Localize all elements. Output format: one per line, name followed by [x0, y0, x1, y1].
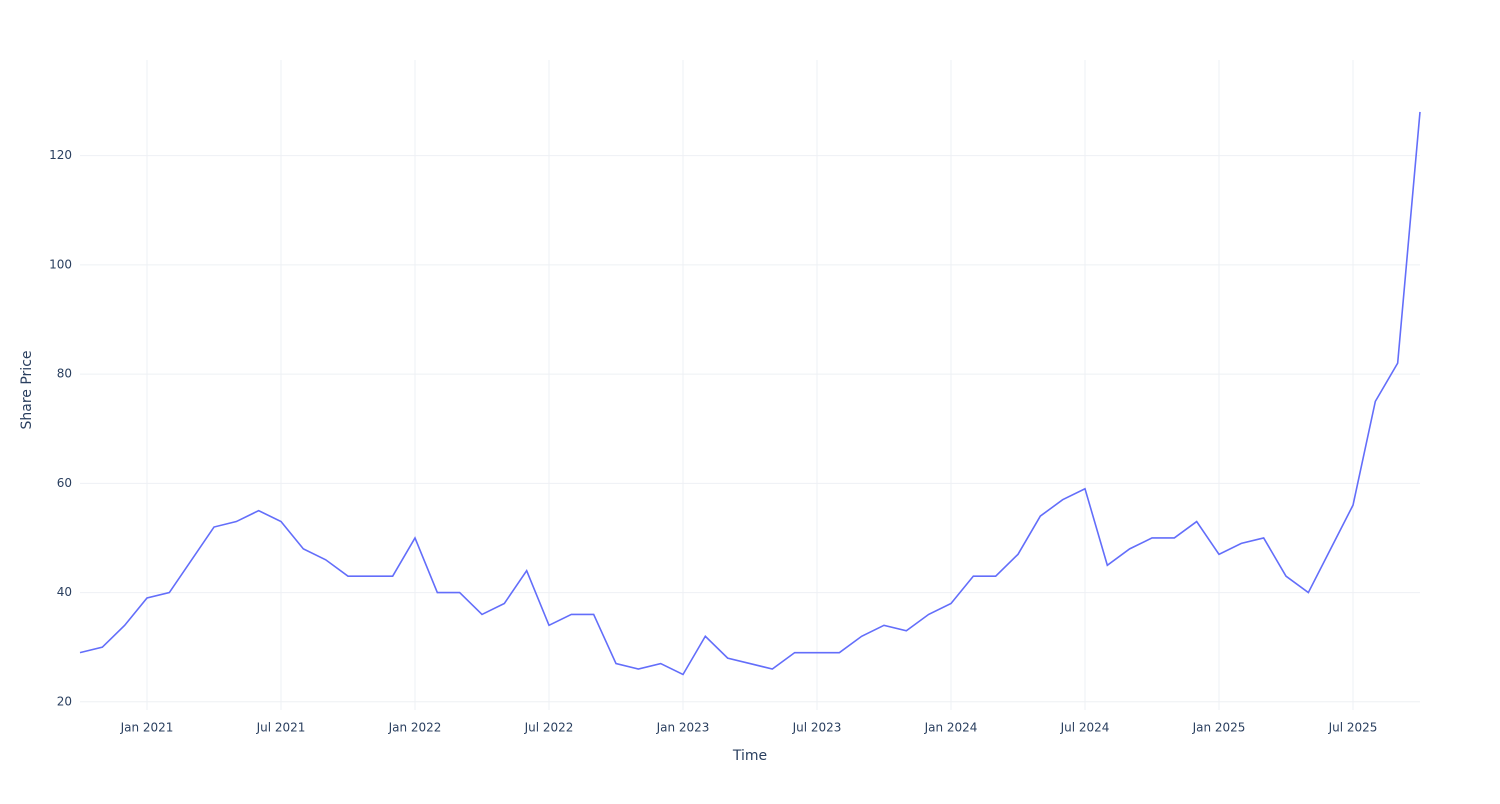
- y-tick-label: 20: [57, 694, 72, 708]
- price-line: [79, 111, 1421, 676]
- x-tick-label: Jan 2025: [1192, 721, 1246, 735]
- x-axis-title: Time: [732, 748, 767, 764]
- y-tick-label: 100: [49, 257, 72, 271]
- x-tick-label: Jan 2024: [924, 721, 978, 735]
- x-tick-label: Jan 2023: [656, 721, 710, 735]
- y-tick-label: 40: [57, 585, 72, 599]
- x-tick-label: Jul 2025: [1328, 721, 1378, 735]
- x-tick-label: Jul 2022: [524, 721, 574, 735]
- x-tick-label: Jul 2021: [256, 721, 306, 735]
- y-axis-title: Share Price: [19, 350, 35, 429]
- y-tick-label: 60: [57, 476, 72, 490]
- x-tick-label: Jan 2021: [120, 721, 174, 735]
- y-tick-label: 80: [57, 367, 72, 381]
- x-tick-label: Jul 2024: [1060, 721, 1110, 735]
- x-tick-label: Jul 2023: [792, 721, 842, 735]
- y-tick-label: 120: [49, 148, 72, 162]
- x-tick-label: Jan 2022: [388, 721, 442, 735]
